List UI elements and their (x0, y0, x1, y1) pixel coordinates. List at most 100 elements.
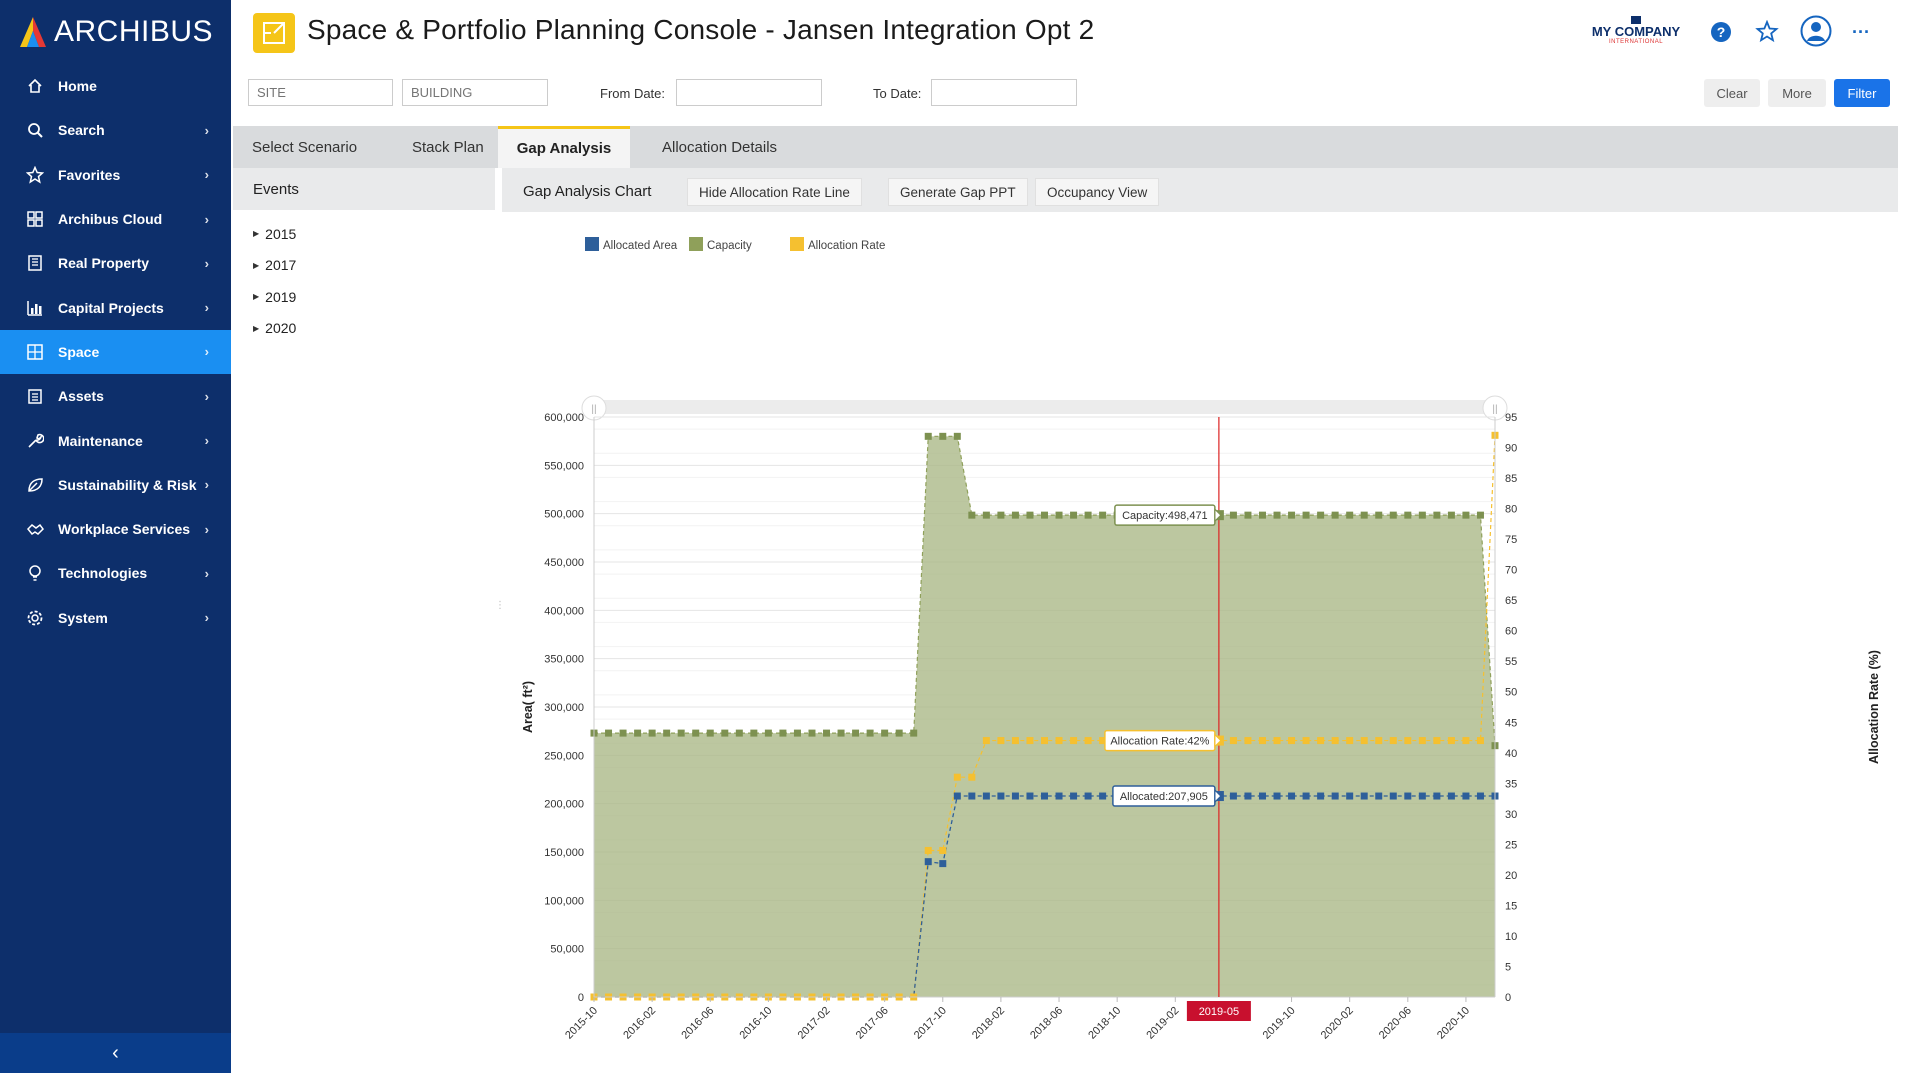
from-date-input[interactable] (676, 79, 822, 106)
generate-gap-ppt-button[interactable]: Generate Gap PPT (888, 178, 1028, 206)
more-options-icon[interactable]: ··· (1852, 21, 1870, 42)
tree-item-year[interactable]: ▶ 2019 (233, 281, 495, 313)
sidebar-item-workplace-services[interactable]: Workplace Services › (0, 507, 231, 551)
sidebar-item-label: System (58, 609, 108, 626)
capacity-point (1433, 511, 1441, 519)
sidebar-item-capital-projects[interactable]: Capital Projects › (0, 285, 231, 329)
allocation-rate-point (1360, 737, 1368, 745)
allocation-rate-point (1041, 737, 1048, 745)
legend-swatch (790, 237, 804, 251)
y-right-tick-label: 20 (1505, 870, 1517, 882)
capacity-point (1360, 511, 1368, 519)
sidebar-item-archibus-cloud[interactable]: Archibus Cloud › (0, 197, 231, 241)
filter-button[interactable]: Filter (1834, 79, 1890, 107)
y-right-tick-label: 5 (1505, 961, 1511, 973)
y-right-tick-label: 50 (1505, 687, 1517, 699)
leaf-icon (26, 476, 44, 494)
sidebar-item-assets[interactable]: Assets › (0, 374, 231, 418)
allocated-area-point (1389, 792, 1397, 800)
sidebar-item-space[interactable]: Space › (0, 329, 231, 375)
legend-swatch (689, 237, 703, 251)
allocation-rate-point (1433, 737, 1441, 745)
y-left-axis-title: Area( ft²) (521, 681, 535, 733)
capacity-point (837, 729, 845, 737)
site-input[interactable] (248, 79, 393, 106)
sidebar-item-home[interactable]: Home (0, 64, 231, 108)
allocated-area-point (1041, 792, 1048, 800)
capacity-point (677, 729, 685, 737)
capacity-point (910, 729, 918, 737)
allocation-rate-point (1331, 737, 1339, 745)
tab-select-scenario[interactable]: Select Scenario (252, 138, 358, 156)
x-tick-label: 2017-10 (912, 1005, 949, 1042)
panel-splitter-handle[interactable]: ⋮ (495, 600, 505, 611)
tab-bar: Select Scenario Stack Plan Gap Analysis … (233, 126, 1898, 168)
tree-item-year[interactable]: ▶ 2017 (233, 250, 495, 282)
allocation-rate-point (1229, 737, 1237, 745)
capacity-point (1070, 511, 1078, 519)
archibus-logo[interactable]: ARCHIBUS (16, 14, 213, 50)
y-right-tick-label: 35 (1505, 778, 1517, 790)
allocation-rate-point (1389, 737, 1397, 745)
sidebar-item-maintenance[interactable]: Maintenance › (0, 418, 231, 462)
allocated-area-point (1055, 792, 1063, 800)
sidebar-item-sustainability-risk[interactable]: Sustainability & Risk › (0, 463, 231, 507)
cursor-date-badge (1186, 1001, 1251, 1021)
tab-stack-plan[interactable]: Stack Plan (412, 138, 484, 156)
sidebar-item-search[interactable]: Search › (0, 108, 231, 152)
allocated-area-point (1476, 792, 1484, 800)
capacity-point (1476, 511, 1484, 519)
favorites-star-button[interactable] (1753, 18, 1781, 46)
chevron-right-icon: › (204, 122, 209, 138)
to-date-label: To Date: (873, 86, 922, 101)
allocated-area-point (982, 792, 990, 800)
sidebar-item-label: Sustainability & Risk (58, 476, 197, 493)
sidebar-item-system[interactable]: System › (0, 596, 231, 640)
navigator-handle-grip: || (591, 404, 596, 415)
tree-item-year[interactable]: ▶ 2015 (233, 218, 495, 250)
capacity-point (605, 729, 613, 737)
allocated-area-point (1317, 792, 1325, 800)
sidebar-item-label: Space (58, 343, 100, 360)
occupancy-view-button[interactable]: Occupancy View (1035, 178, 1160, 206)
allocated-area-point (939, 860, 947, 868)
x-tick-label: 2016-06 (679, 1005, 716, 1042)
sidebar-item-real-property[interactable]: Real Property › (0, 241, 231, 285)
logo-text: ARCHIBUS (54, 15, 214, 48)
user-profile-button[interactable] (1799, 14, 1833, 48)
hide-allocation-rate-line-button[interactable]: Hide Allocation Rate Line (687, 178, 862, 206)
chart-navigator-bar (594, 400, 1495, 414)
allocation-rate-point (968, 773, 976, 781)
x-tick-label: 2016-02 (621, 1005, 658, 1042)
sidebar-item-favorites[interactable]: Favorites › (0, 153, 231, 197)
company-building-icon (1631, 16, 1641, 24)
more-button[interactable]: More (1768, 79, 1826, 107)
chart-toolbar: Gap Analysis Chart Hide Allocation Rate … (502, 168, 1898, 212)
sidebar-item-label: Search (58, 122, 105, 139)
sidebar-item-label: Capital Projects (58, 299, 164, 316)
tree-item-year[interactable]: ▶ 2020 (233, 313, 495, 345)
allocation-rate-point (1273, 737, 1281, 745)
tab-allocation-details[interactable]: Allocation Details (662, 138, 778, 156)
to-date-input[interactable] (931, 79, 1077, 106)
handshake-icon (26, 520, 44, 538)
filter-bar: From Date: To Date: Clear More Filter (231, 76, 1908, 108)
building-input[interactable] (402, 79, 548, 106)
help-button[interactable]: ? (1707, 18, 1735, 46)
tab-gap-analysis[interactable]: Gap Analysis (498, 126, 630, 168)
allocation-rate-tooltip-pointer (1214, 733, 1222, 749)
y-left-tick-label: 500,000 (544, 509, 584, 521)
allocation-rate-point (1026, 737, 1034, 745)
sidebar-item-technologies[interactable]: Technologies › (0, 551, 231, 595)
x-tick-label: 2017-06 (854, 1005, 891, 1042)
events-panel: Events ▶ 2015 ▶ 2017 ▶ 2019 ▶ 2020 (233, 168, 495, 1062)
x-tick-label: 2019-02 (1144, 1005, 1181, 1042)
x-tick-label: 2016-10 (737, 1005, 774, 1042)
caret-right-icon: ▶ (253, 292, 260, 302)
sidebar-collapse-button[interactable]: ‹ (0, 1033, 231, 1073)
allocated-area-point (1244, 792, 1252, 800)
y-right-tick-label: 40 (1505, 748, 1517, 760)
clear-button[interactable]: Clear (1704, 79, 1760, 107)
events-panel-title: Events (233, 168, 495, 210)
capacity-point (1346, 511, 1354, 519)
